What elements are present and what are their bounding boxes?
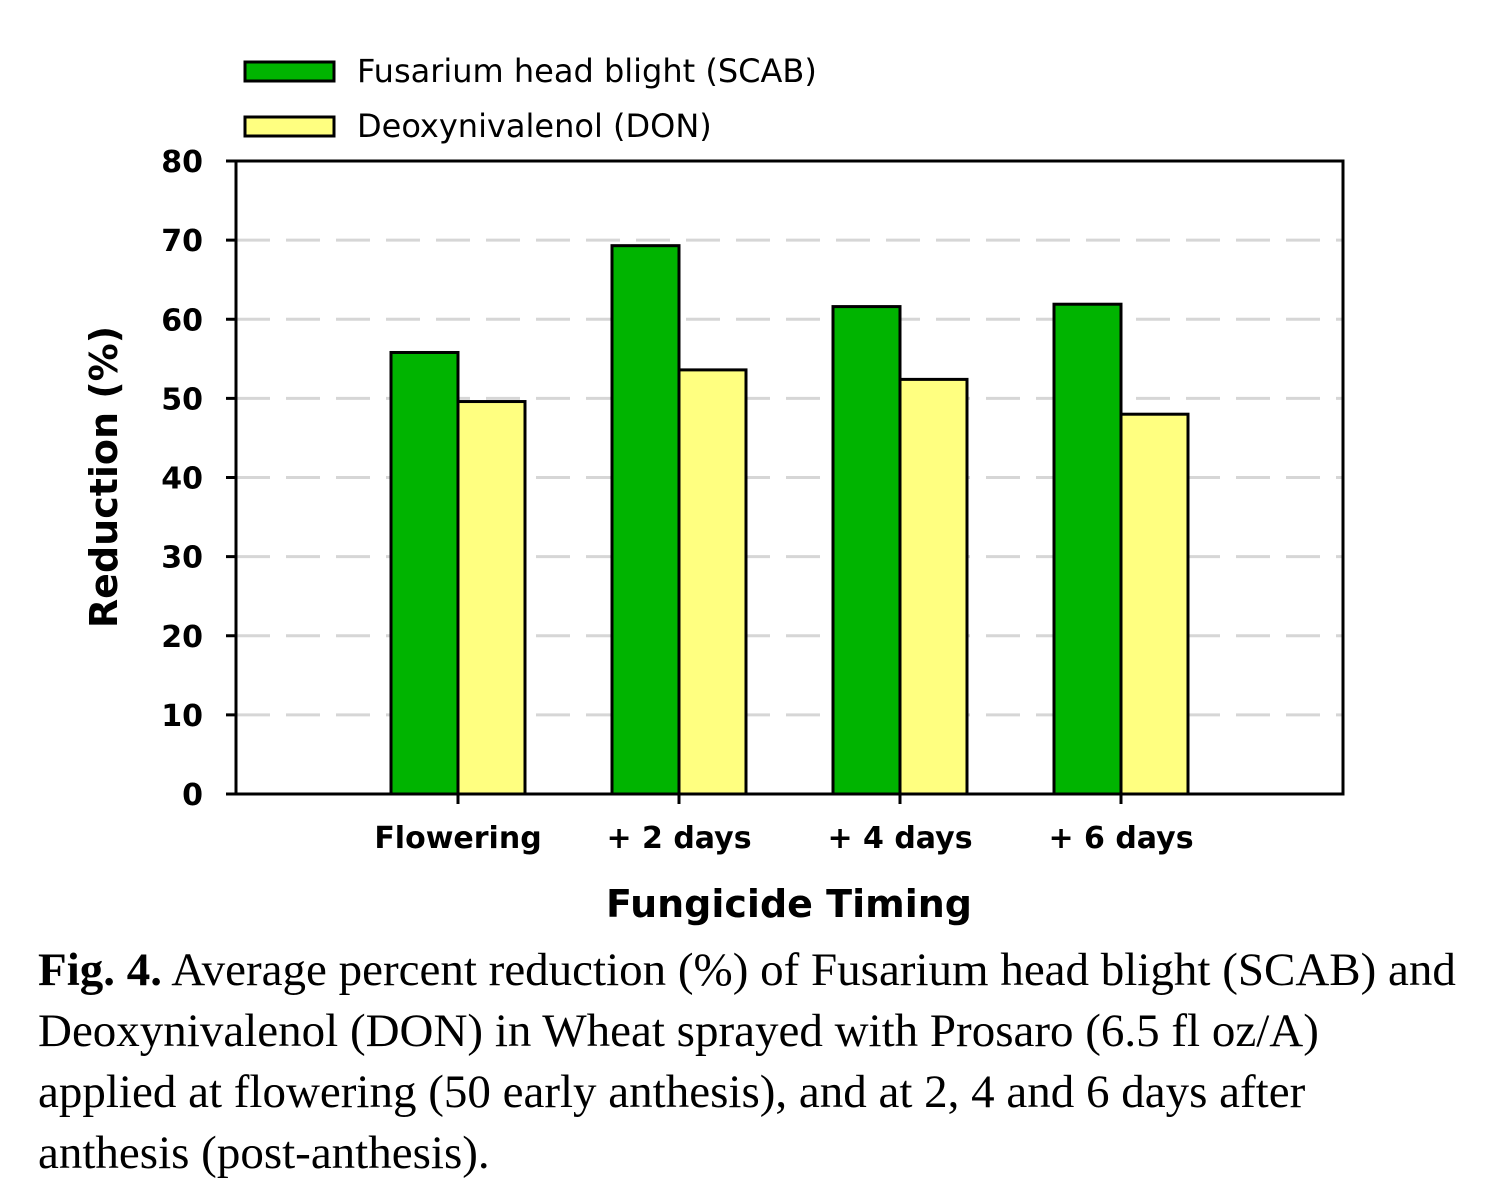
y-tick-label: 70	[161, 224, 203, 259]
x-axis-title: Fungicide Timing	[606, 882, 972, 926]
legend-swatch	[243, 60, 336, 83]
x-axis-ticks: Flowering + 2 days + 4 days + 6 days	[374, 794, 1194, 856]
y-tick-label: 40	[161, 462, 203, 497]
x-tick-label: + 6 days	[1048, 821, 1193, 856]
y-tick-label: 60	[161, 303, 203, 338]
bars	[389, 244, 1190, 796]
bar-chart: 0 10 20 30 40 50 60 70 80 Flowering + 2 days + 4 d…	[82, 52, 1345, 926]
figure-caption: Fig. 4. Average percent reduction (%) of…	[38, 940, 1458, 1184]
x-tick-label: + 2 days	[606, 821, 751, 856]
y-tick-label: 80	[161, 145, 203, 180]
y-tick-label: 0	[182, 778, 203, 813]
y-axis-ticks: 0 10 20 30 40 50 60 70 80	[161, 145, 236, 813]
y-tick-label: 20	[161, 620, 203, 655]
legend-swatch	[243, 115, 336, 138]
y-tick-label: 50	[161, 382, 203, 417]
bar-scab	[610, 244, 681, 796]
x-tick-label: Flowering	[374, 821, 541, 856]
bar-scab	[831, 305, 902, 796]
bar-don	[456, 400, 527, 796]
x-tick-label: + 4 days	[827, 821, 972, 856]
y-tick-label: 10	[161, 699, 203, 734]
caption-text: Average percent reduction (%) of Fusariu…	[38, 944, 1456, 1179]
y-axis-title: Reduction (%)	[82, 326, 126, 628]
bar-scab	[389, 350, 460, 796]
bar-scab	[1052, 302, 1123, 796]
legend: Fusarium head blight (SCAB) Deoxynivaleno…	[243, 52, 817, 145]
bar-don	[898, 377, 969, 796]
caption-label: Fig. 4.	[38, 944, 163, 996]
bar-don	[1119, 412, 1190, 796]
legend-label: Deoxynivalenol (DON)	[357, 107, 712, 145]
y-tick-label: 30	[161, 541, 203, 576]
bar-don	[677, 368, 748, 796]
legend-label: Fusarium head blight (SCAB)	[357, 52, 817, 90]
